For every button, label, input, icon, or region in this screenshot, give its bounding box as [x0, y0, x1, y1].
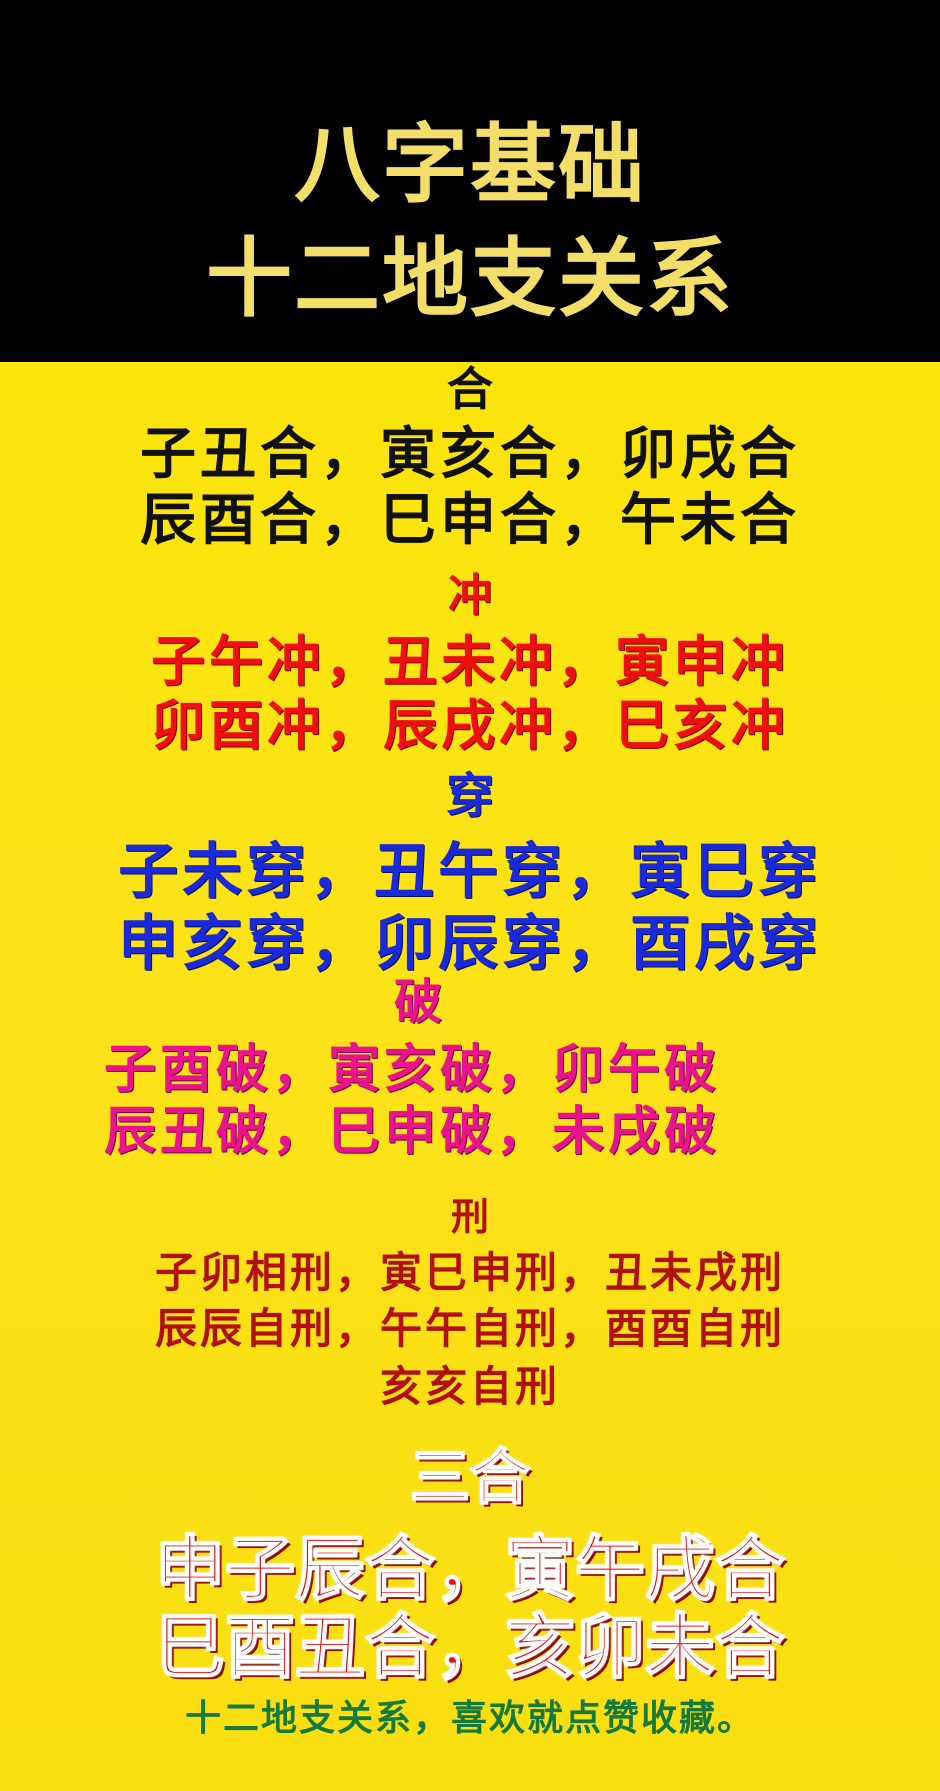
- section-chuan-line-2: 申亥穿，卯辰穿，酉戌穿: [118, 909, 822, 979]
- section-sanhe-line-2: 巳酉丑合，亥卯未合: [154, 1605, 786, 1688]
- header-banner: 八字基础 十二地支关系: [0, 0, 940, 362]
- title-line-2: 十二地支关系: [206, 229, 734, 329]
- section-chuan-heading: 穿: [445, 768, 494, 824]
- section-po-line-2: 辰丑破，巳申破，未戌破: [103, 1101, 720, 1162]
- section-chong-line-1: 子午冲，丑未冲，寅申冲: [151, 629, 789, 693]
- section-xing-line-2: 辰辰自刑，午午自刑，酉酉自刑: [154, 1304, 785, 1353]
- section-xing-line-3: 亥亥自刑: [379, 1362, 560, 1411]
- section-chong-line-2: 卯酉冲，辰戌冲，巳亥冲: [151, 693, 789, 757]
- section-he-line-2: 辰酉合，巳申合，午未合: [140, 487, 800, 553]
- section-xing-line-1: 子卯相刑，寅巳申刑，丑未戌刑: [154, 1248, 785, 1297]
- section-po-line-1: 子酉破，寅亥破，卯午破: [103, 1039, 720, 1100]
- section-chuan-line-1: 子未穿，丑午穿，寅巳穿: [118, 837, 822, 907]
- section-xing-heading: 刑: [450, 1194, 489, 1239]
- footer-caption: 十二地支关系，喜欢就点赞收藏。: [184, 1697, 755, 1739]
- section-he-heading: 合: [447, 362, 493, 416]
- section-sanhe-heading: 三合: [409, 1443, 531, 1513]
- section-po-heading: 破: [393, 974, 442, 1030]
- section-sanhe-line-1: 申子辰合，寅午戌合: [154, 1527, 786, 1610]
- section-he-line-1: 子丑合，寅亥合，卯戌合: [140, 421, 800, 487]
- section-chong-heading: 冲: [448, 570, 492, 621]
- title-line-1: 八字基础: [294, 115, 646, 215]
- content-panel: 合 子丑合，寅亥合，卯戌合 辰酉合，巳申合，午未合 冲 子午冲，丑未冲，寅申冲 …: [0, 362, 940, 1791]
